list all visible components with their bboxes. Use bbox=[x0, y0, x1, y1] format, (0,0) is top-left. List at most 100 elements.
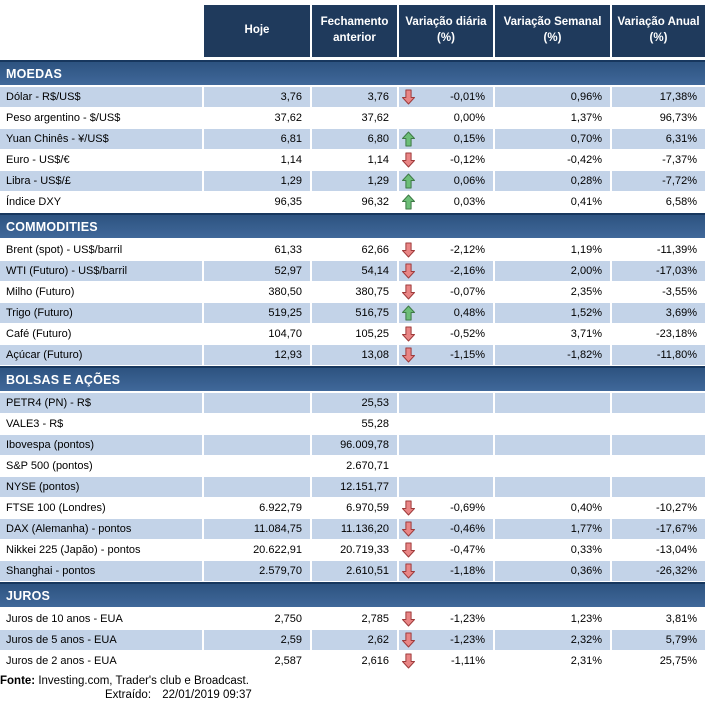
row-label-cell: Yuan Chinês - ¥/US$ bbox=[0, 129, 202, 149]
variacao-diaria-value: -1,23% bbox=[450, 613, 485, 625]
hoje-cell-text: 2.579,70 bbox=[259, 565, 302, 577]
variacao-anual-cell: 5,79% bbox=[610, 630, 705, 650]
hoje-cell-text: 6.922,79 bbox=[259, 502, 302, 514]
hoje-cell: 104,70 bbox=[202, 324, 310, 344]
row-label-cell-text: Índice DXY bbox=[6, 196, 62, 208]
variacao-diaria-value: 0,03% bbox=[453, 196, 485, 208]
row-label-cell-text: Libra - US$/£ bbox=[6, 175, 71, 187]
variacao-diaria-cell: -1,23% bbox=[397, 609, 493, 629]
fechamento-anterior-cell: 2.610,51 bbox=[310, 561, 397, 581]
fechamento-anterior-cell: 380,75 bbox=[310, 282, 397, 302]
variacao-anual-cell-text: 3,81% bbox=[665, 613, 697, 625]
variacao-diaria-cell: 0,06% bbox=[397, 171, 493, 191]
financial-report: Hoje Fechamento anterior Variação diária… bbox=[0, 5, 705, 702]
variacao-anual-cell-text: -10,27% bbox=[656, 502, 697, 514]
header-empty-cell bbox=[0, 5, 202, 57]
row-label-cell: VALE3 - R$ bbox=[0, 414, 202, 434]
down-arrow-icon bbox=[400, 500, 416, 516]
table-row: Euro - US$/€ 1,14 1,14 -0,12% -0,42% -7,37% bbox=[0, 150, 705, 170]
table-row: Juros de 2 anos - EUA 2,587 2,616 -1,11% 2,3… bbox=[0, 651, 705, 671]
fechamento-anterior-cell: 11.136,20 bbox=[310, 519, 397, 539]
variacao-semanal-cell: 1,37% bbox=[493, 108, 610, 128]
variacao-diaria-cell: -0,69% bbox=[397, 498, 493, 518]
source-text: Investing.com, Trader's club e Broadcast… bbox=[38, 675, 249, 687]
variacao-semanal-cell-text: 0,96% bbox=[570, 91, 602, 103]
variacao-anual-cell-text: 25,75% bbox=[659, 655, 697, 667]
header-variacao-diaria: Variação diária (%) bbox=[397, 5, 493, 57]
variacao-semanal-cell-text: 3,71% bbox=[570, 328, 602, 340]
fechamento-anterior-cell: 1,29 bbox=[310, 171, 397, 191]
hoje-cell: 11.084,75 bbox=[202, 519, 310, 539]
hoje-cell bbox=[202, 414, 310, 434]
extracted-label: Extraído: bbox=[105, 689, 152, 701]
variacao-anual-cell-text: 96,73% bbox=[659, 112, 697, 124]
variacao-anual-cell-text: 6,58% bbox=[665, 196, 697, 208]
hoje-cell-text: 6,81 bbox=[280, 133, 302, 145]
down-arrow-icon bbox=[400, 152, 416, 168]
variacao-semanal-cell-text: 0,36% bbox=[570, 565, 602, 577]
variacao-anual-cell: 6,58% bbox=[610, 192, 705, 212]
table-row: Café (Futuro) 104,70 105,25 -0,52% 3,71% -23,… bbox=[0, 324, 705, 344]
variacao-diaria-cell bbox=[397, 435, 493, 455]
fechamento-anterior-cell-text: 105,25 bbox=[355, 328, 389, 340]
variacao-diaria-value: -0,12% bbox=[450, 154, 485, 166]
hoje-cell bbox=[202, 477, 310, 497]
down-arrow-icon bbox=[400, 632, 416, 648]
variacao-anual-cell-text: -17,67% bbox=[656, 523, 697, 535]
fechamento-anterior-cell: 105,25 bbox=[310, 324, 397, 344]
variacao-semanal-cell: 0,41% bbox=[493, 192, 610, 212]
variacao-diaria-value: -0,69% bbox=[450, 502, 485, 514]
row-label-cell-text: Café (Futuro) bbox=[6, 328, 72, 340]
row-label-cell-text: DAX (Alemanha) - pontos bbox=[6, 523, 132, 535]
variacao-anual-cell bbox=[610, 435, 705, 455]
row-label-cell-text: Yuan Chinês - ¥/US$ bbox=[6, 133, 109, 145]
extracted-line: Extraído: 22/01/2019 09:37 bbox=[105, 688, 705, 702]
variacao-anual-cell-text: -7,72% bbox=[662, 175, 697, 187]
table-row: Dólar - R$/US$ 3,76 3,76 -0,01% 0,96% 17,38% bbox=[0, 87, 705, 107]
table-row: Shanghai - pontos 2.579,70 2.610,51 -1,18% 0… bbox=[0, 561, 705, 581]
table-row: NYSE (pontos) 12.151,77 bbox=[0, 477, 705, 497]
table-row: Peso argentino - $/US$ 37,62 37,62 0,00% 1,3… bbox=[0, 108, 705, 128]
row-label-cell-text: Dólar - R$/US$ bbox=[6, 91, 81, 103]
table-row: S&P 500 (pontos) 2.670,71 bbox=[0, 456, 705, 476]
hoje-cell: 20.622,91 bbox=[202, 540, 310, 560]
variacao-anual-cell: -11,39% bbox=[610, 240, 705, 260]
variacao-semanal-cell-text: 1,19% bbox=[570, 244, 602, 256]
fechamento-anterior-cell: 37,62 bbox=[310, 108, 397, 128]
fechamento-anterior-cell: 2,616 bbox=[310, 651, 397, 671]
row-label-cell: NYSE (pontos) bbox=[0, 477, 202, 497]
section-header-0: MOEDAS bbox=[0, 60, 705, 85]
variacao-anual-cell: -7,72% bbox=[610, 171, 705, 191]
fechamento-anterior-cell: 1,14 bbox=[310, 150, 397, 170]
row-label-cell: Juros de 2 anos - EUA bbox=[0, 651, 202, 671]
variacao-anual-cell-text: -13,04% bbox=[656, 544, 697, 556]
variacao-diaria-cell: -0,01% bbox=[397, 87, 493, 107]
fechamento-anterior-cell-text: 13,08 bbox=[361, 349, 389, 361]
variacao-semanal-cell-text: 0,70% bbox=[570, 133, 602, 145]
variacao-diaria-value: -1,11% bbox=[450, 655, 485, 667]
down-arrow-icon bbox=[400, 611, 416, 627]
variacao-diaria-cell bbox=[397, 477, 493, 497]
down-arrow-icon bbox=[400, 563, 416, 579]
row-label-cell: DAX (Alemanha) - pontos bbox=[0, 519, 202, 539]
variacao-anual-cell-text: -23,18% bbox=[656, 328, 697, 340]
variacao-anual-cell-text: -11,39% bbox=[656, 244, 697, 256]
variacao-anual-cell bbox=[610, 456, 705, 476]
row-label-cell: Ibovespa (pontos) bbox=[0, 435, 202, 455]
variacao-diaria-cell: -0,07% bbox=[397, 282, 493, 302]
row-label-cell-text: Milho (Futuro) bbox=[6, 286, 75, 298]
row-label-cell: Peso argentino - $/US$ bbox=[0, 108, 202, 128]
hoje-cell: 6,81 bbox=[202, 129, 310, 149]
fechamento-anterior-cell: 20.719,33 bbox=[310, 540, 397, 560]
column-header-row: Hoje Fechamento anterior Variação diária… bbox=[0, 5, 705, 57]
fechamento-anterior-cell: 54,14 bbox=[310, 261, 397, 281]
table-row: Ibovespa (pontos) 96.009,78 bbox=[0, 435, 705, 455]
hoje-cell bbox=[202, 435, 310, 455]
table-row: Milho (Futuro) 380,50 380,75 -0,07% 2,35% -3,… bbox=[0, 282, 705, 302]
variacao-anual-cell: -17,03% bbox=[610, 261, 705, 281]
fechamento-anterior-cell-text: 2,62 bbox=[367, 634, 389, 646]
variacao-anual-cell-text: 3,69% bbox=[665, 307, 697, 319]
fechamento-anterior-cell-text: 516,75 bbox=[355, 307, 389, 319]
row-label-cell: WTI (Futuro) - US$/barril bbox=[0, 261, 202, 281]
fechamento-anterior-cell-text: 20.719,33 bbox=[340, 544, 389, 556]
